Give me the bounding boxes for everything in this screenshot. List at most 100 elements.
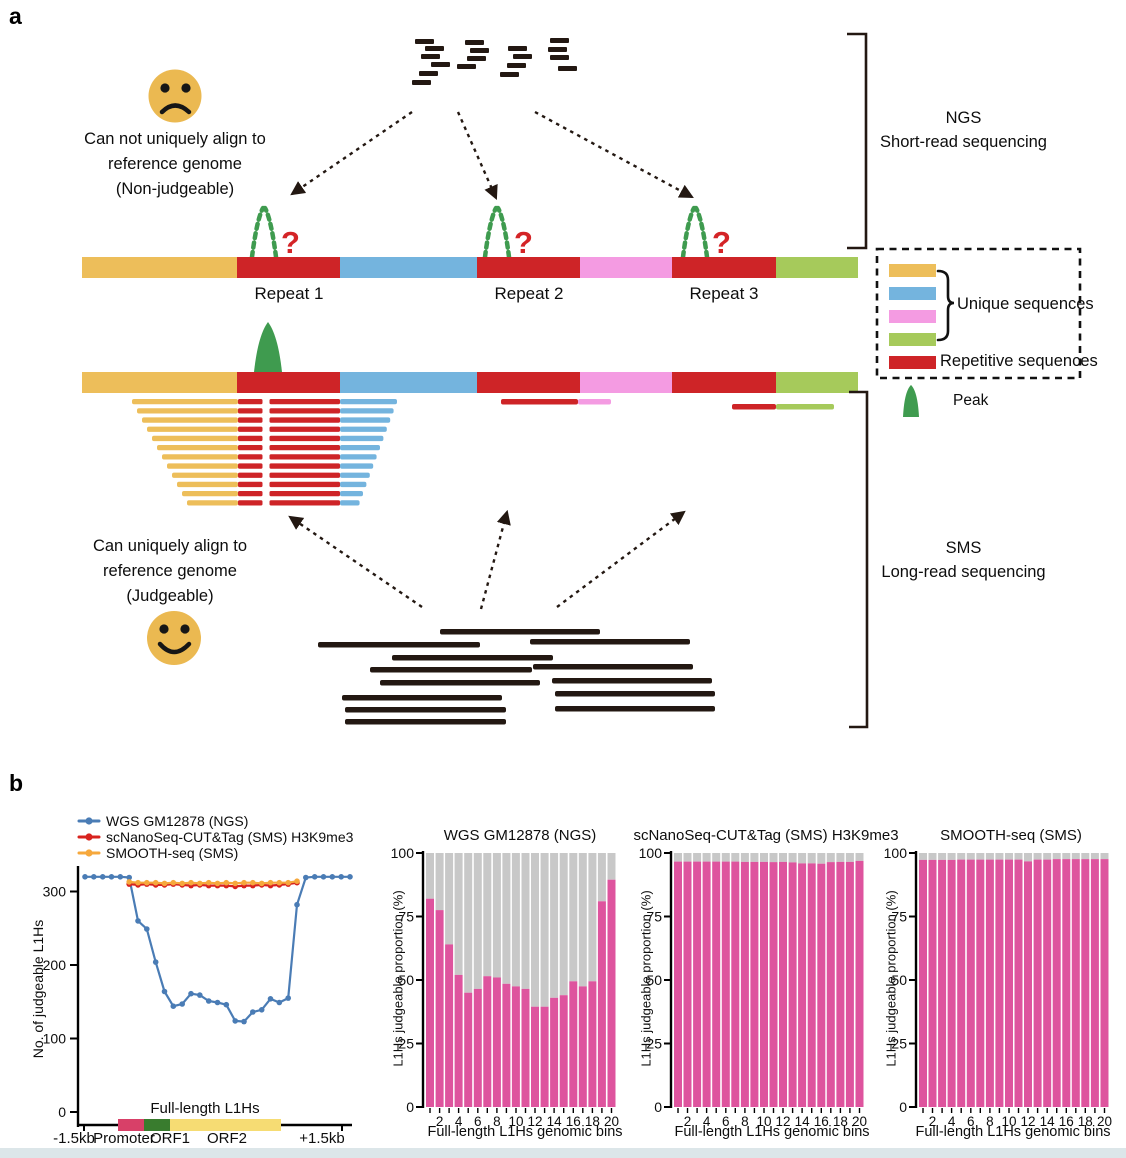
- long-reads-cluster: [318, 629, 715, 725]
- repetitive-sequences-label: Repetitive sequences: [940, 352, 1098, 370]
- svg-text:100: 100: [884, 845, 908, 861]
- gene-orf1-label: ORF1: [149, 1130, 190, 1147]
- caption-line: (Judgeable): [126, 586, 214, 605]
- svg-text:2: 2: [929, 1114, 937, 1129]
- repeat-2-label: Repeat 2: [494, 284, 564, 303]
- svg-text:0: 0: [899, 1099, 907, 1115]
- judgeable-caption: Can uniquely align to reference genome (…: [50, 534, 290, 608]
- aligned-long-reads: [132, 399, 834, 506]
- bar3-xlabel: Full-length L1Hs genomic bins: [915, 1124, 1111, 1140]
- svg-text:10: 10: [756, 1114, 771, 1129]
- sequence-legend: [875, 247, 1082, 417]
- svg-text:6: 6: [722, 1114, 730, 1129]
- gene-promoter-label: Promoter: [93, 1130, 155, 1147]
- bar1-ylabel: L1Hs judgeable proportion (%): [390, 890, 406, 1067]
- peak-on-track: [254, 322, 282, 372]
- bar-chart-wgs: 0 25 50 75 100 2 4 6 8 10 12 14 16 18 20: [391, 845, 619, 1129]
- question-mark-1: ?: [281, 225, 300, 260]
- bottom-strip: [0, 1148, 1126, 1158]
- svg-text:8: 8: [741, 1114, 749, 1129]
- uncertain-peaks: [249, 205, 710, 260]
- gene-annotation: Full-length L1Hs: [150, 1100, 260, 1117]
- caption-line: reference genome: [103, 561, 237, 580]
- svg-text:200: 200: [43, 957, 67, 973]
- svg-text:16: 16: [566, 1114, 581, 1129]
- svg-text:14: 14: [1040, 1114, 1056, 1129]
- svg-text:75: 75: [398, 909, 414, 925]
- unique-sequences-label: Unique sequences: [957, 295, 1094, 313]
- svg-text:10: 10: [1001, 1114, 1016, 1129]
- svg-text:0: 0: [654, 1099, 662, 1115]
- panel-a-label: a: [9, 3, 22, 29]
- svg-text:50: 50: [398, 972, 414, 988]
- line-chart-ylabel: No. of judgeable L1Hs: [30, 919, 46, 1059]
- sad-face-icon: [148, 69, 202, 123]
- svg-text:12: 12: [1020, 1114, 1035, 1129]
- ngs-line2: Short-read sequencing: [880, 132, 1047, 151]
- svg-text:12: 12: [775, 1114, 790, 1129]
- svg-text:18: 18: [1078, 1114, 1093, 1129]
- question-mark-3: ?: [712, 225, 731, 260]
- svg-text:0: 0: [58, 1104, 66, 1120]
- happy-face-icon: [147, 611, 201, 665]
- non-judgeable-caption: Can not uniquely align to reference geno…: [55, 127, 295, 201]
- bar2-ylabel: L1Hs judgeable proportion (%): [638, 890, 654, 1067]
- repeat-3-label: Repeat 3: [689, 284, 759, 303]
- caption-line: reference genome: [108, 154, 242, 173]
- svg-text:14: 14: [547, 1114, 563, 1129]
- svg-text:0: 0: [406, 1099, 414, 1115]
- line-legend-markers: [77, 817, 101, 857]
- legend-item-smooth: SMOOTH-seq (SMS): [106, 845, 239, 861]
- svg-text:6: 6: [474, 1114, 482, 1129]
- svg-text:20: 20: [852, 1114, 867, 1129]
- gene-orf2-label: ORF2: [206, 1130, 247, 1147]
- svg-text:100: 100: [43, 1031, 67, 1047]
- peak-legend-glyph: [903, 385, 919, 417]
- panel-b-label: b: [9, 770, 24, 796]
- bar3-title: SMOOTH-seq (SMS): [940, 827, 1082, 844]
- legend-item-scnanoseq: scNanoSeq-CUT&Tag (SMS) H3K9me3: [106, 829, 354, 845]
- svg-text:2: 2: [436, 1114, 444, 1129]
- svg-text:25: 25: [398, 1036, 414, 1052]
- sms-line1: SMS: [945, 539, 982, 557]
- svg-text:2: 2: [684, 1114, 692, 1129]
- svg-text:300: 300: [43, 884, 67, 900]
- peak-label: Peak: [953, 392, 989, 409]
- repeat-1-label: Repeat 1: [254, 284, 324, 303]
- legend-item-wgs: WGS GM12878 (NGS): [106, 813, 249, 829]
- caption-line: Can not uniquely align to: [84, 130, 266, 148]
- bar-chart-smooth: 0 25 50 75 100 2 4 6 8 10 12 14 16 18 20: [884, 845, 1112, 1129]
- svg-text:50: 50: [646, 972, 662, 988]
- sms-alignment-arrows: [288, 509, 686, 610]
- caption-line: (Non-judgeable): [115, 179, 235, 198]
- sms-label: SMS Long-read sequencing: [861, 537, 1066, 585]
- sms-line2: Long-read sequencing: [881, 562, 1046, 581]
- unique-brace: [936, 269, 955, 342]
- svg-text:14: 14: [795, 1114, 811, 1129]
- ngs-bracket: [847, 32, 868, 250]
- ngs-label: NGS Short-read sequencing: [861, 107, 1066, 155]
- svg-text:100: 100: [391, 845, 415, 861]
- bar2-title: scNanoSeq-CUT&Tag (SMS) H3K9me3: [633, 827, 899, 844]
- question-marks: ? ? ?: [281, 225, 731, 260]
- genome-track-bottom: [82, 372, 858, 393]
- bar3-ylabel: L1Hs judgeable proportion (%): [883, 890, 899, 1067]
- bar-chart-scnanoseq: 0 25 50 75 100 2 4 6 8 10 12 14 16 18 20: [639, 845, 867, 1129]
- svg-text:8: 8: [986, 1114, 994, 1129]
- svg-text:50: 50: [891, 972, 907, 988]
- line-chart: 0 100 200 300: [43, 866, 353, 1131]
- svg-text:12: 12: [527, 1114, 542, 1129]
- svg-text:4: 4: [455, 1114, 463, 1129]
- genome-track-top: [82, 257, 858, 278]
- svg-text:16: 16: [814, 1114, 829, 1129]
- svg-text:25: 25: [646, 1036, 662, 1052]
- bar1-title: WGS GM12878 (NGS): [443, 827, 597, 844]
- svg-text:4: 4: [703, 1114, 711, 1129]
- svg-text:4: 4: [948, 1114, 956, 1129]
- svg-text:18: 18: [585, 1114, 600, 1129]
- x-right-label: +1.5kb: [299, 1130, 345, 1147]
- svg-text:8: 8: [493, 1114, 501, 1129]
- svg-text:100: 100: [639, 845, 663, 861]
